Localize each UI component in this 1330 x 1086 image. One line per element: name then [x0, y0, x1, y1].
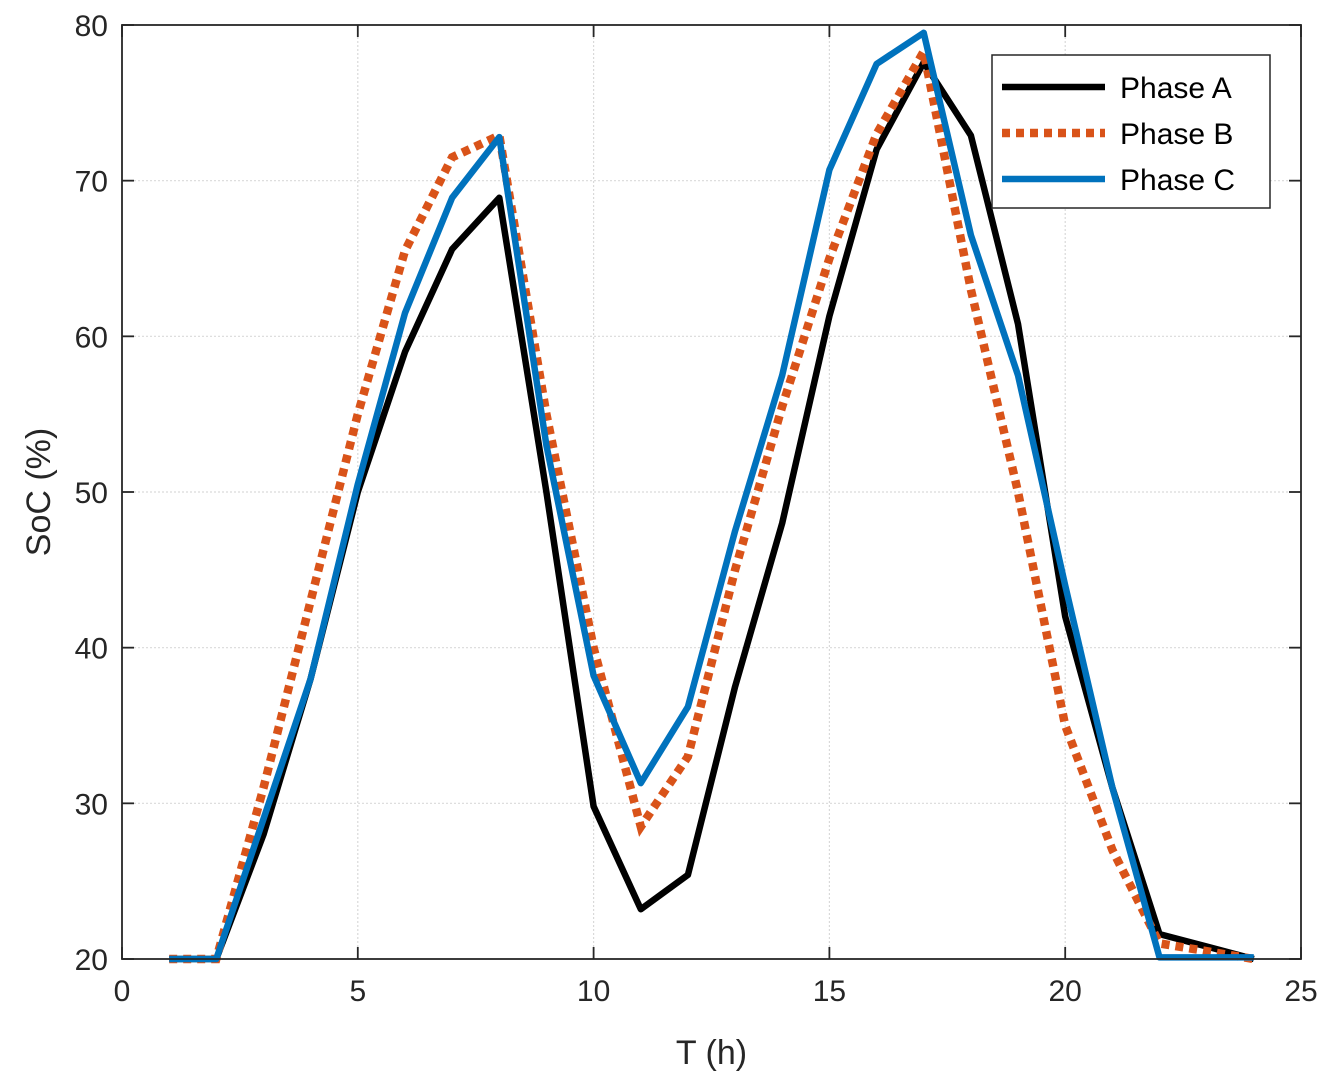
- y-tick-label: 50: [75, 477, 108, 510]
- x-tick-label: 10: [577, 975, 610, 1008]
- legend-box: [991, 54, 1271, 209]
- series-line-phase-b: [169, 39, 1255, 964]
- legend-label-phase-b: Phase B: [1120, 118, 1233, 151]
- legend: Phase A Phase B Phase C: [991, 54, 1271, 209]
- x-axis-label: T (h): [676, 1034, 747, 1072]
- y-tick-label: 20: [75, 944, 108, 977]
- axes-frame: [121, 24, 1302, 960]
- y-tick-label: 30: [75, 788, 108, 821]
- y-axis-label: SoC (%): [20, 428, 58, 556]
- y-tick-label: 60: [75, 321, 108, 354]
- y-tick-label: 80: [75, 10, 108, 43]
- tick-labels: 0 5 10 15 20 25 20 30 40 50 60 70 80: [75, 10, 1318, 1008]
- x-tick-label: 5: [349, 975, 366, 1008]
- y-tick-label: 40: [75, 633, 108, 666]
- legend-label-phase-a: Phase A: [1120, 72, 1232, 105]
- x-tick-label: 25: [1284, 975, 1317, 1008]
- x-tick-label: 0: [114, 975, 131, 1008]
- x-tick-label: 20: [1049, 975, 1082, 1008]
- series-line-phase-c: [169, 29, 1254, 963]
- x-tick-label: 15: [813, 975, 846, 1008]
- y-tick-label: 70: [75, 166, 108, 199]
- legend-label-phase-c: Phase C: [1120, 164, 1235, 197]
- data-series: [169, 29, 1255, 964]
